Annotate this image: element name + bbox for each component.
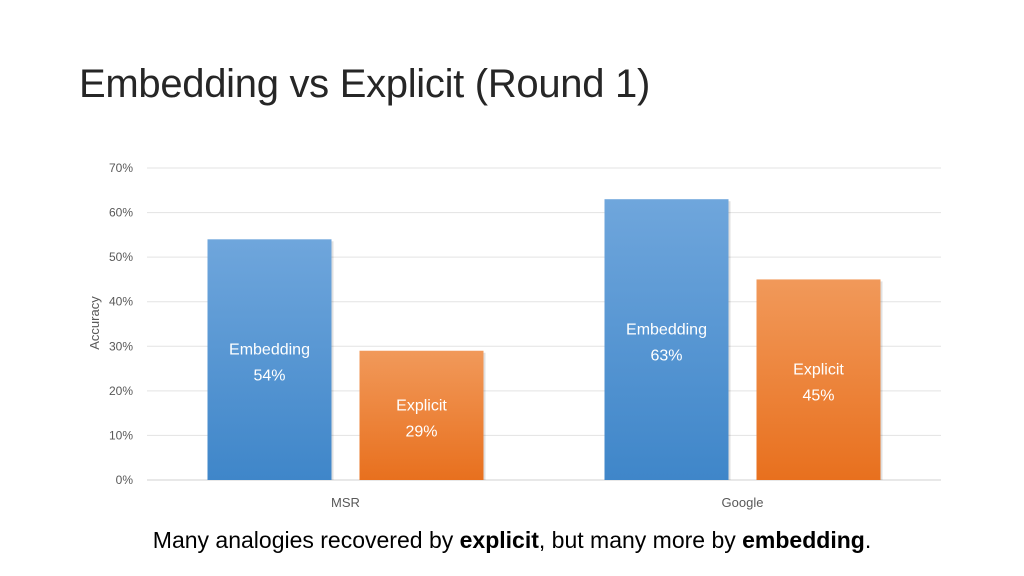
y-tick-label: 50% (109, 250, 133, 264)
slide-title: Embedding vs Explicit (Round 1) (79, 62, 650, 106)
bar-embedding-msr (207, 239, 332, 480)
x-category-label: Google (722, 495, 764, 510)
caption-bold-embedding: embedding (742, 527, 865, 553)
bar-explicit-google (756, 279, 881, 480)
x-category-label: MSR (331, 495, 360, 510)
caption-text-1: Many analogies recovered by (152, 527, 460, 553)
y-tick-label: 40% (109, 295, 133, 309)
y-tick-label: 0% (116, 473, 134, 487)
y-tick-label: 70% (109, 161, 133, 175)
caption-text-3: . (864, 527, 872, 553)
y-tick-label: 60% (109, 206, 133, 220)
slide-caption: Many analogies recovered by explicit, bu… (0, 522, 1024, 558)
y-tick-label: 20% (109, 384, 133, 398)
bar-layer (207, 199, 883, 480)
bar-explicit-msr (359, 350, 484, 480)
caption-bold-explicit: explicit (459, 527, 539, 553)
accuracy-bar-chart: 0% 10% 20% 30% 40% 50% 60% 70% Embedding 54% Expli… (87, 161, 941, 510)
bar-value-label: 45% (802, 388, 834, 405)
y-axis-title: Accuracy (87, 296, 102, 350)
bar-series-label: Explicit (793, 362, 844, 379)
y-tick-label: 30% (109, 339, 133, 353)
bar-series-label: Embedding (626, 322, 707, 339)
bar-value-label: 63% (650, 348, 682, 365)
bar-series-label: Explicit (396, 397, 447, 414)
bar-value-label: 29% (405, 423, 437, 440)
bar-value-label: 54% (253, 368, 285, 385)
bar-embedding-google (604, 199, 729, 480)
y-tick-label: 10% (109, 428, 133, 442)
bar-series-label: Embedding (229, 342, 310, 359)
label-layer: 0% 10% 20% 30% 40% 50% 60% 70% Embedding 54% Expli… (109, 161, 844, 510)
caption-text-2: , but many more by (538, 527, 743, 553)
